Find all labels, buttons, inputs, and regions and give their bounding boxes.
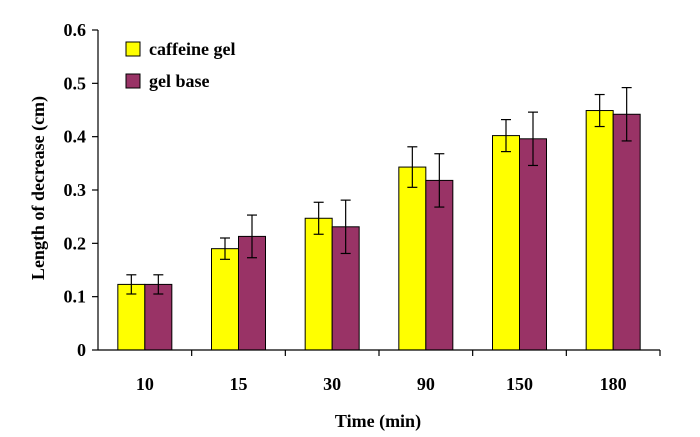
legend-label: gel base [149, 71, 210, 91]
bar-caffeine-gel-150 [492, 135, 520, 351]
y-tick-label: 0.4 [64, 127, 87, 147]
x-tick-label: 150 [506, 374, 533, 394]
error-bars [126, 86, 632, 295]
x-axis-ticks: 10 15 30 90 150 180 [136, 350, 661, 394]
x-tick-label: 15 [230, 374, 248, 394]
bar-gel-base-150 [519, 138, 547, 351]
x-tick-label: 30 [323, 374, 341, 394]
x-axis-title: Time (min) [335, 411, 421, 432]
legend-swatch [125, 41, 141, 57]
x-tick-label: 90 [417, 374, 435, 394]
bar-gel-base-180 [612, 113, 641, 351]
y-axis-ticks: 0 0.1 0.2 0.3 0.4 0.5 0.6 [64, 20, 98, 360]
y-tick-label: 0.1 [64, 287, 87, 307]
y-axis-title: Length of decrease (cm) [28, 96, 49, 280]
legend: caffeine gel gel base [125, 39, 235, 91]
bar-caffeine-gel-90 [398, 166, 427, 351]
bar-gel-base-90 [425, 179, 454, 351]
bar-caffeine-gel-30 [304, 217, 333, 351]
bar-caffeine-gel-180 [585, 110, 614, 351]
y-tick-label: 0 [77, 340, 86, 360]
bar-gel-base-10 [144, 283, 173, 351]
x-tick-label: 10 [136, 374, 154, 394]
y-tick-label: 0.2 [64, 233, 87, 253]
bar-series [117, 110, 641, 351]
bar-caffeine-gel-15 [211, 248, 239, 351]
y-tick-label: 0.5 [64, 73, 87, 93]
legend-swatch [125, 73, 141, 89]
y-tick-label: 0.3 [64, 180, 87, 200]
y-tick-label: 0.6 [64, 20, 87, 40]
x-tick-label: 180 [600, 374, 627, 394]
legend-label: caffeine gel [149, 39, 235, 59]
